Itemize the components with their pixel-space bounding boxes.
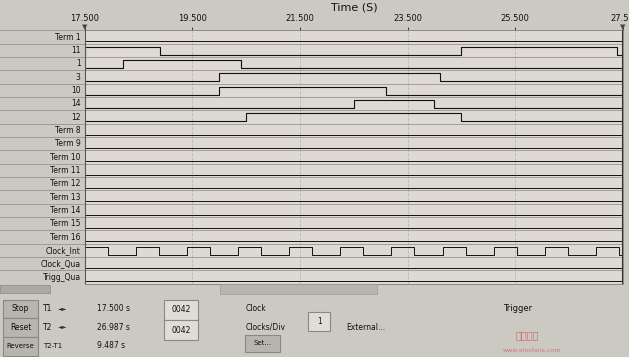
Text: ▼: ▼: [620, 24, 625, 30]
Text: ◄►: ◄►: [58, 306, 67, 311]
Text: 0042: 0042: [171, 326, 191, 335]
Text: T2-T1: T2-T1: [43, 343, 62, 349]
Text: Stop: Stop: [12, 305, 29, 313]
Text: Term 10: Term 10: [50, 152, 81, 162]
Text: Term 14: Term 14: [50, 206, 81, 215]
X-axis label: Time (S): Time (S): [330, 3, 377, 13]
Text: Term 8: Term 8: [55, 126, 81, 135]
Text: Set...: Set...: [253, 340, 272, 346]
FancyBboxPatch shape: [3, 318, 38, 337]
Text: 0042: 0042: [171, 305, 191, 314]
Text: Term 16: Term 16: [50, 233, 81, 242]
Text: 26.987 s: 26.987 s: [97, 322, 130, 332]
Text: 17.500 s: 17.500 s: [97, 304, 130, 313]
Text: 9.487 s: 9.487 s: [97, 341, 126, 350]
FancyBboxPatch shape: [308, 312, 330, 331]
Bar: [0, 285, 50, 293]
Text: Term 15: Term 15: [50, 219, 81, 228]
Text: Term 9: Term 9: [55, 139, 81, 148]
FancyBboxPatch shape: [164, 320, 198, 340]
Text: ◄►: ◄►: [58, 325, 67, 330]
Text: www.elecfans.com: www.elecfans.com: [503, 348, 562, 353]
FancyBboxPatch shape: [164, 300, 198, 320]
Bar: [220, 284, 377, 294]
Text: Clock: Clock: [245, 304, 266, 313]
Text: T2: T2: [43, 322, 52, 332]
FancyBboxPatch shape: [245, 335, 280, 352]
Text: 14: 14: [71, 99, 81, 108]
Text: Reverse: Reverse: [6, 343, 35, 350]
Text: Clock_Qua: Clock_Qua: [40, 259, 81, 268]
Text: 10: 10: [71, 86, 81, 95]
FancyBboxPatch shape: [3, 337, 38, 356]
Text: Clock_Int: Clock_Int: [46, 246, 81, 255]
Text: Term 13: Term 13: [50, 193, 81, 202]
Text: T1: T1: [43, 304, 52, 313]
Text: 12: 12: [71, 112, 81, 121]
Text: Reset: Reset: [10, 323, 31, 332]
Text: Term 1: Term 1: [55, 32, 81, 41]
Text: External...: External...: [346, 322, 385, 332]
FancyBboxPatch shape: [3, 300, 38, 318]
Text: Clocks/Div: Clocks/Div: [245, 322, 286, 332]
Text: 时光飞逝: 时光飞逝: [516, 330, 539, 340]
Text: Term 11: Term 11: [50, 166, 81, 175]
Text: 3: 3: [75, 72, 81, 81]
Text: Trigg_Qua: Trigg_Qua: [43, 273, 81, 282]
Text: 1: 1: [76, 59, 81, 68]
Text: Trigger: Trigger: [503, 304, 532, 313]
Text: 1: 1: [317, 317, 321, 326]
Text: Term 12: Term 12: [50, 179, 81, 188]
Text: ▼: ▼: [82, 24, 87, 30]
Text: 11: 11: [71, 46, 81, 55]
